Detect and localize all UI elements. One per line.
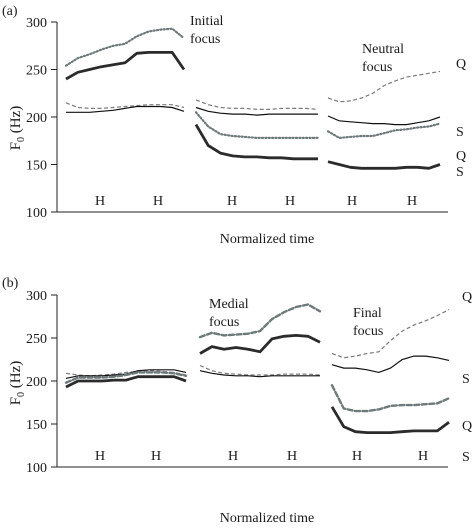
focus-label: Neutral <box>362 42 404 57</box>
series-end-label: S <box>456 165 464 180</box>
series-line-dashed <box>195 99 319 111</box>
panel-b-label: (b) <box>2 276 19 291</box>
series-end-label: S <box>456 125 464 140</box>
panel-a-ylabel: F0 (Hz) <box>8 106 27 151</box>
series-line-thin <box>66 105 185 113</box>
series-line-thick <box>330 406 450 435</box>
panel-a-ticks: 100 150 200 250 300 <box>26 16 57 221</box>
panel-b-end-labels: Q S Q S <box>462 290 472 465</box>
focus-label: Final <box>353 306 382 321</box>
focus-label: focus <box>362 60 392 75</box>
series-end-label: Q <box>456 57 466 72</box>
y-tick-label: 250 <box>26 64 47 79</box>
series-line-thick <box>194 123 318 161</box>
panel-a-label: (a) <box>2 4 18 19</box>
panel-a: (a) F0 (Hz) 100 150 200 250 300 H H H H H H Initi… <box>2 4 466 247</box>
h-marker: H <box>352 449 362 464</box>
focus-label: Initial <box>190 14 224 29</box>
h-marker: H <box>151 449 161 464</box>
series-end-label: S <box>462 372 470 387</box>
panel-a-focus-labels: Initial focus Neutral focus <box>190 14 404 75</box>
series-line-dashed <box>331 309 450 359</box>
h-marker: H <box>407 194 417 209</box>
series-line-dotted <box>194 111 320 139</box>
y-tick-label: 200 <box>26 375 47 390</box>
series-line-dotted <box>64 27 186 67</box>
series-line-thin <box>195 106 318 116</box>
series-line-dashed <box>65 102 185 110</box>
series-line-dotted <box>326 122 442 140</box>
series-line-thick <box>65 51 186 81</box>
h-marker: H <box>95 449 105 464</box>
series-line-dotted <box>64 371 188 384</box>
y-tick-label: 150 <box>26 418 47 433</box>
h-marker: H <box>287 449 297 464</box>
series-end-label: Q <box>456 149 466 164</box>
panel-b-xlabel: Normalized time <box>220 511 314 526</box>
focus-label: focus <box>353 324 383 339</box>
h-marker: H <box>153 194 163 209</box>
series-line-dotted <box>198 303 322 339</box>
series-line-dashed <box>327 70 441 103</box>
panel-b-ylabel: F0 (Hz) <box>8 361 27 406</box>
h-marker: H <box>95 194 105 209</box>
series-line-thin <box>331 355 450 374</box>
y-tick-label: 300 <box>26 289 47 304</box>
series-line-thick <box>327 160 441 170</box>
y-tick-label: 250 <box>26 332 47 347</box>
series-end-label: S <box>462 450 470 465</box>
y-tick-label: 150 <box>26 159 47 174</box>
focus-label: Medial <box>209 297 249 312</box>
series-line-dotted <box>330 384 451 413</box>
h-marker: H <box>228 449 238 464</box>
series-line-thin <box>327 115 441 126</box>
h-marker: H <box>285 194 295 209</box>
h-marker: H <box>227 194 237 209</box>
h-marker: H <box>347 194 357 209</box>
series-end-label: Q <box>462 290 472 305</box>
panel-a-lines <box>64 27 442 170</box>
h-marker: H <box>418 449 428 464</box>
panel-a-xlabel: Normalized time <box>220 232 314 247</box>
panel-b-focus-labels: Medial focus Final focus <box>209 297 383 339</box>
panel-b-lines <box>64 303 451 435</box>
series-end-label: Q <box>462 419 472 434</box>
panel-b-ticks: 100 150 200 250 300 <box>26 289 57 476</box>
y-tick-label: 300 <box>26 16 47 31</box>
focus-label: focus <box>209 315 239 330</box>
series-line-thick <box>199 333 321 355</box>
panel-b: (b) F0 (Hz) 100 150 200 250 300 H H H H H H Media… <box>2 276 472 526</box>
series-line-thin <box>199 370 320 378</box>
focus-label: focus <box>190 32 220 47</box>
series-line-thick <box>65 375 187 389</box>
series-line-dashed <box>199 364 321 376</box>
y-tick-label: 100 <box>26 461 47 476</box>
y-tick-label: 100 <box>26 206 47 221</box>
y-tick-label: 200 <box>26 111 47 126</box>
